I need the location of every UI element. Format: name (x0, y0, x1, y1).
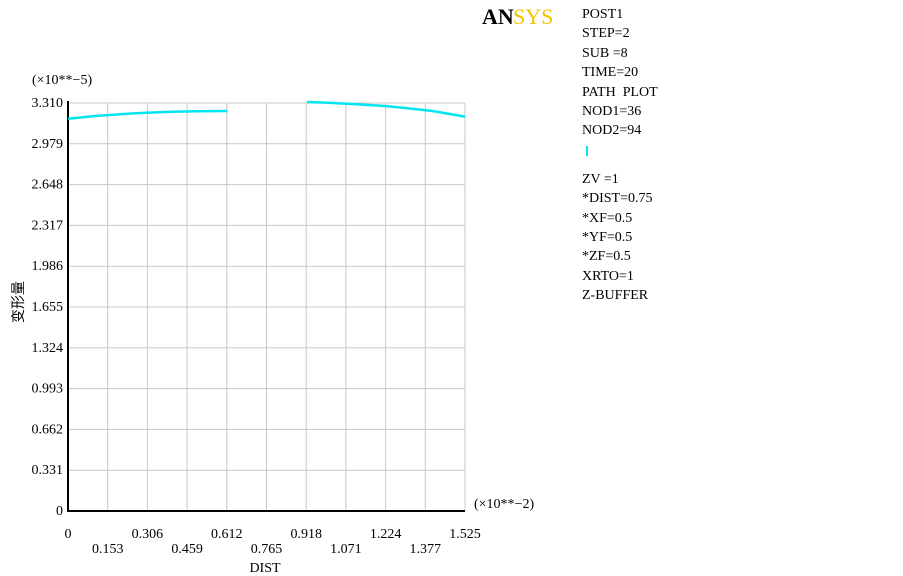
info-line: ZV =1 (582, 171, 619, 187)
logo-text-yellow: SYS (513, 4, 553, 29)
y-tick-label: 0.331 (32, 463, 64, 478)
x-tick-label: 0.612 (211, 527, 243, 542)
y-tick-label: 1.324 (32, 341, 64, 356)
x-tick-label: 0.918 (290, 527, 322, 542)
y-tick-label: 1.655 (32, 300, 64, 315)
x-tick-label: 0.306 (132, 527, 164, 542)
series-lines (67, 100, 466, 120)
info-panel: POST1 STEP=2 SUB =8 TIME=20 PATH PLOT NO… (582, 5, 658, 306)
info-line: POST1 (582, 7, 624, 22)
info-line: SUB =8 (582, 45, 628, 61)
info-line: NOD1=36 (582, 104, 642, 120)
info-line: PATH PLOT (582, 84, 658, 100)
grid-lines (68, 102, 466, 511)
logo-text-dark: AN (482, 4, 514, 29)
info-line: Z-BUFFER (582, 288, 649, 304)
y-tick-label: 3.310 (32, 96, 64, 111)
ansys-logo: AN SYS (482, 4, 553, 29)
x-tick-label: 0.459 (171, 542, 203, 557)
info-line: TIME=20 (582, 65, 639, 81)
series-line-2 (306, 100, 466, 118)
y-tick-label: 2.979 (32, 137, 64, 152)
y-tick-label: 1.986 (32, 259, 64, 274)
info-line: *DIST=0.75 (582, 191, 653, 207)
y-tick-label: 2.317 (32, 218, 64, 233)
x-tick-label: 1.377 (410, 542, 442, 557)
x-tick-label: 1.525 (449, 527, 481, 542)
info-line: *ZF=0.5 (582, 249, 631, 265)
x-tick-label: 0.765 (251, 542, 283, 557)
y-tick-label: 0 (56, 504, 63, 519)
x-tick-label: 0.153 (92, 542, 124, 557)
y-tick-label: 0.662 (32, 422, 64, 437)
y-axis-label: 变形量 (11, 281, 27, 323)
x-multiplier-label: (×10**−2) (474, 497, 534, 512)
y-tick-label: 0.993 (32, 382, 64, 397)
legend-line-swatch (586, 145, 588, 156)
info-line: *YF=0.5 (582, 230, 633, 246)
info-line: NOD2=94 (582, 123, 642, 139)
axes (67, 101, 465, 512)
tick-labels: 0 0.153 0.306 0.459 0.612 0.765 0.918 1.071 1.22… (32, 96, 481, 557)
x-tick-label: 1.071 (330, 542, 362, 557)
info-line: *XF=0.5 (582, 210, 633, 226)
info-line: XRTO=1 (582, 268, 634, 284)
series-line-1 (67, 109, 228, 120)
info-line: STEP=2 (582, 26, 630, 42)
x-tick-label: 1.224 (370, 527, 402, 542)
y-multiplier-label: (×10**−5) (32, 73, 92, 88)
x-axis-label: DIST (249, 561, 281, 576)
y-tick-label: 2.648 (32, 178, 64, 193)
x-tick-label: 0 (65, 527, 72, 542)
